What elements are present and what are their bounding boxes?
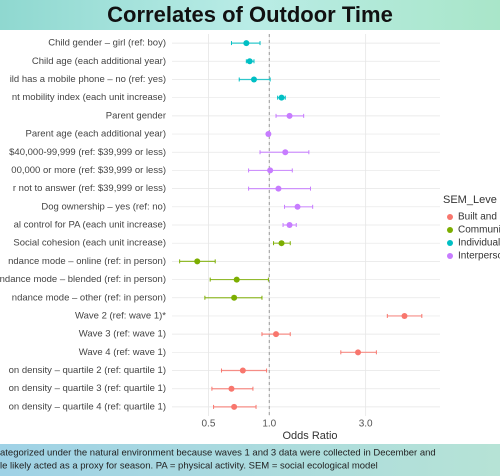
point xyxy=(273,331,280,338)
point xyxy=(401,312,408,319)
title-band xyxy=(0,0,500,30)
point xyxy=(278,240,285,247)
point xyxy=(294,203,301,210)
legend-swatch xyxy=(447,227,453,233)
y-tick-label: Parent age (each additional year) xyxy=(26,129,166,140)
legend-swatch xyxy=(447,214,453,220)
y-tick-label: Wave 3 (ref: wave 1) xyxy=(79,329,166,340)
point xyxy=(231,294,238,301)
y-tick-label: 00,000 or more (ref: $39,999 or less) xyxy=(11,165,166,176)
y-tick-label: r not to answer (ref: $39,999 or less) xyxy=(13,183,166,194)
y-tick-label: Wave 4 (ref: wave 1) xyxy=(79,347,166,358)
x-tick-label: 3.0 xyxy=(359,419,373,430)
chart-title: Correlates of Outdoor Time xyxy=(107,2,393,27)
point xyxy=(286,112,293,119)
legend-label: Individual xyxy=(458,238,500,249)
point xyxy=(243,40,250,47)
y-tick-label: Wave 2 (ref: wave 1)* xyxy=(75,310,166,321)
y-tick-label: Social cohesion (each unit increase) xyxy=(13,238,166,249)
point xyxy=(231,403,238,410)
y-tick-label: Child age (each additional year) xyxy=(32,56,166,67)
point xyxy=(250,76,257,83)
y-tick-label: Dog ownership – yes (ref: no) xyxy=(41,201,166,212)
point xyxy=(228,385,235,392)
point xyxy=(282,149,289,156)
y-tick-label: on density – quartile 3 (ref: quartile 1… xyxy=(9,383,166,394)
y-tick-label: al control for PA (each unit increase) xyxy=(14,220,166,231)
y-tick-label: ndance mode – other (ref: in person) xyxy=(12,292,166,303)
y-tick-label: on density – quartile 4 (ref: quartile 1… xyxy=(9,401,166,412)
legend-swatch xyxy=(447,253,453,259)
point xyxy=(265,131,272,138)
y-tick-label: ndance mode – online (ref: in person) xyxy=(8,256,166,267)
y-tick-label: ndance mode – blended (ref: in person) xyxy=(0,274,166,285)
point xyxy=(355,349,362,356)
x-tick-label: 0.5 xyxy=(202,419,216,430)
y-tick-label: ild has a mobile phone – no (ref: yes) xyxy=(10,74,166,85)
legend-swatch xyxy=(447,240,453,246)
x-axis-label: Odds Ratio xyxy=(282,430,337,442)
point xyxy=(275,185,282,192)
y-tick-label: Parent gender xyxy=(106,110,166,121)
x-tick-label: 1.0 xyxy=(262,419,276,430)
point xyxy=(239,367,246,374)
y-tick-label: on density – quartile 2 (ref: quartile 1… xyxy=(9,365,166,376)
point xyxy=(194,258,201,265)
y-tick-label: Child gender – girl (ref: boy) xyxy=(48,38,166,49)
legend-label: Communi xyxy=(458,225,500,236)
footnote: ategorized under the natural environment… xyxy=(0,448,436,459)
y-tick-label: $40,000-99,999 (ref: $39,999 or less) xyxy=(9,147,166,158)
footnote: le likely acted as a proxy for season. P… xyxy=(0,461,378,472)
footnote-band xyxy=(0,444,500,476)
point xyxy=(286,222,293,228)
legend-title: SEM_Leve xyxy=(443,194,497,206)
point xyxy=(246,58,253,65)
legend-label: Interperso xyxy=(458,251,500,262)
y-tick-label: nt mobility index (each unit increase) xyxy=(12,92,166,103)
legend-label: Built and p xyxy=(458,212,500,223)
point xyxy=(278,94,285,101)
point xyxy=(233,276,240,283)
point xyxy=(267,167,274,174)
